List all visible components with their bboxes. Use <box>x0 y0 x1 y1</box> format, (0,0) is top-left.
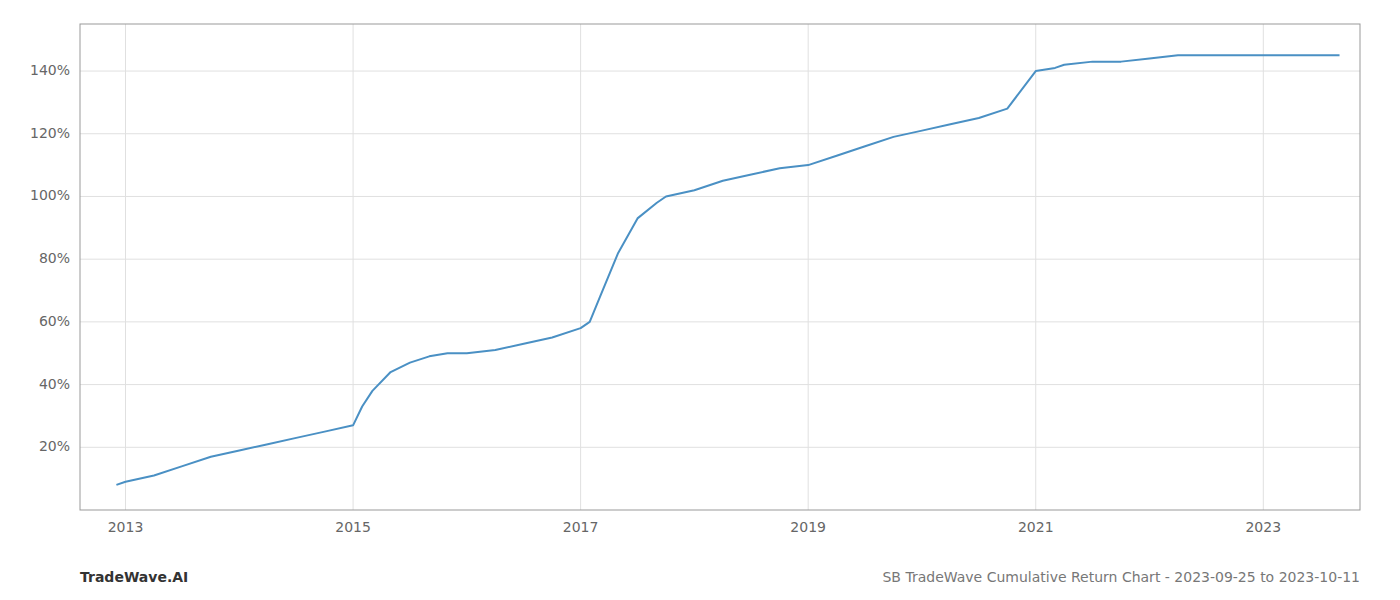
grid-line-x <box>125 24 126 510</box>
x-tick-label: 2023 <box>1245 519 1281 535</box>
y-tick-label: 80% <box>39 250 70 266</box>
chart-container: 20% 40% 60% 80% 100% 120% 140% 2013 2015 2017 2019… <box>0 0 1400 600</box>
grid-line-y <box>80 133 1360 134</box>
line <box>116 55 1339 485</box>
grid-line-x <box>1035 24 1036 510</box>
x-tick-label: 2021 <box>1018 519 1054 535</box>
footer-right: SB TradeWave Cumulative Return Chart - 2… <box>882 569 1360 585</box>
plot-area <box>116 55 1339 485</box>
y-tick-label: 60% <box>39 313 70 329</box>
grid-line-y <box>80 321 1360 322</box>
x-tick-label: 2013 <box>108 519 144 535</box>
grid-line-y <box>80 71 1360 72</box>
grid-line-x <box>808 24 809 510</box>
x-tick-label: 2017 <box>563 519 599 535</box>
axes: 20% 40% 60% 80% 100% 120% 140% 2013 2015 2017 2019… <box>30 24 1360 535</box>
chart: 20% 40% 60% 80% 100% 120% 140% 2013 2015 2017 2019… <box>0 0 1400 600</box>
grid-line-x <box>1263 24 1264 510</box>
grid-line-y <box>80 259 1360 260</box>
grid-line-y <box>80 196 1360 197</box>
y-tick-label: 100% <box>30 187 70 203</box>
y-tick-label: 20% <box>39 438 70 454</box>
plot-frame <box>80 24 1360 510</box>
grid <box>80 24 1360 510</box>
grid-line-x <box>353 24 354 510</box>
grid-line-y <box>80 447 1360 448</box>
x-tick-label: 2019 <box>790 519 826 535</box>
y-tick-label: 120% <box>30 125 70 141</box>
grid-line-x <box>580 24 581 510</box>
footer-left: TradeWave.AI <box>80 569 188 585</box>
y-tick-label: 40% <box>39 376 70 392</box>
y-tick-label: 140% <box>30 62 70 78</box>
x-tick-label: 2015 <box>335 519 371 535</box>
grid-line-y <box>80 384 1360 385</box>
